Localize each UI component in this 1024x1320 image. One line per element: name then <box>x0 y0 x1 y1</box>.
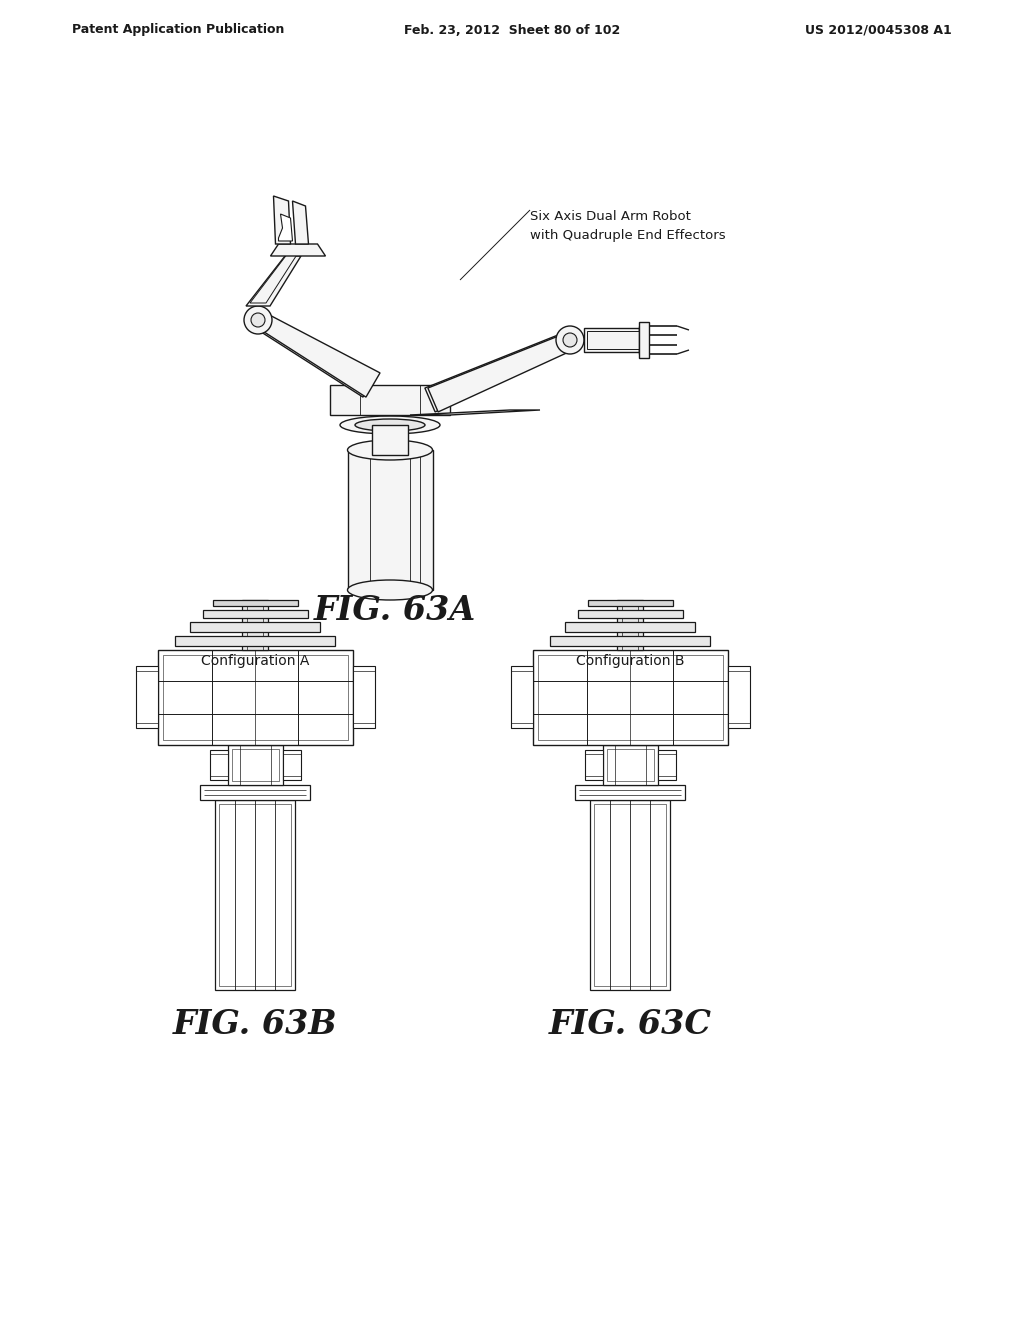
Text: FIG. 63B: FIG. 63B <box>173 1008 337 1041</box>
Polygon shape <box>584 327 639 352</box>
Polygon shape <box>587 331 642 348</box>
Bar <box>203 610 307 618</box>
Polygon shape <box>246 256 301 306</box>
Ellipse shape <box>244 306 272 334</box>
Polygon shape <box>639 322 649 358</box>
Polygon shape <box>293 201 308 244</box>
Text: Configuration B: Configuration B <box>575 653 684 668</box>
Polygon shape <box>273 195 291 244</box>
Bar <box>585 750 602 780</box>
Bar <box>532 649 727 744</box>
Bar <box>352 667 375 727</box>
Bar <box>227 744 283 785</box>
Polygon shape <box>250 253 298 304</box>
Text: FIG. 63C: FIG. 63C <box>549 1008 712 1041</box>
Bar <box>175 636 335 645</box>
Ellipse shape <box>340 416 440 434</box>
Polygon shape <box>279 214 293 242</box>
Text: Patent Application Publication: Patent Application Publication <box>72 24 285 37</box>
Ellipse shape <box>347 440 432 459</box>
Bar <box>575 785 685 800</box>
Bar <box>372 425 408 455</box>
Bar <box>657 750 676 780</box>
Polygon shape <box>410 411 540 414</box>
Text: Six Axis Dual Arm Robot
with Quadruple End Effectors: Six Axis Dual Arm Robot with Quadruple E… <box>530 210 726 242</box>
Ellipse shape <box>347 579 432 601</box>
Ellipse shape <box>251 313 265 327</box>
Ellipse shape <box>556 326 584 354</box>
Bar <box>200 785 310 800</box>
Bar <box>215 800 295 990</box>
Bar <box>231 748 279 781</box>
Bar <box>242 601 268 649</box>
Ellipse shape <box>563 333 577 347</box>
Bar <box>210 750 227 780</box>
Polygon shape <box>428 331 577 412</box>
Text: Feb. 23, 2012  Sheet 80 of 102: Feb. 23, 2012 Sheet 80 of 102 <box>403 24 621 37</box>
Bar <box>330 385 450 414</box>
Bar <box>158 649 352 744</box>
Bar <box>578 610 683 618</box>
Bar <box>135 667 158 727</box>
Text: FIG. 63A: FIG. 63A <box>314 594 476 627</box>
Bar <box>617 601 643 649</box>
Text: US 2012/0045308 A1: US 2012/0045308 A1 <box>805 24 952 37</box>
Bar <box>565 622 695 632</box>
Bar <box>727 667 750 727</box>
Bar <box>606 748 653 781</box>
Bar <box>219 804 291 986</box>
Bar <box>594 804 666 986</box>
Bar <box>163 655 347 741</box>
Bar <box>590 800 670 990</box>
Bar <box>190 622 319 632</box>
Bar <box>283 750 300 780</box>
Text: Configuration A: Configuration A <box>201 653 309 668</box>
Polygon shape <box>257 313 380 397</box>
Polygon shape <box>254 313 377 397</box>
Bar <box>213 601 298 606</box>
Polygon shape <box>425 331 573 412</box>
Polygon shape <box>347 450 432 590</box>
Polygon shape <box>270 244 326 256</box>
Ellipse shape <box>355 418 425 432</box>
Bar <box>550 636 710 645</box>
Bar <box>602 744 657 785</box>
Bar <box>538 655 723 741</box>
Bar <box>588 601 673 606</box>
Bar <box>511 667 532 727</box>
